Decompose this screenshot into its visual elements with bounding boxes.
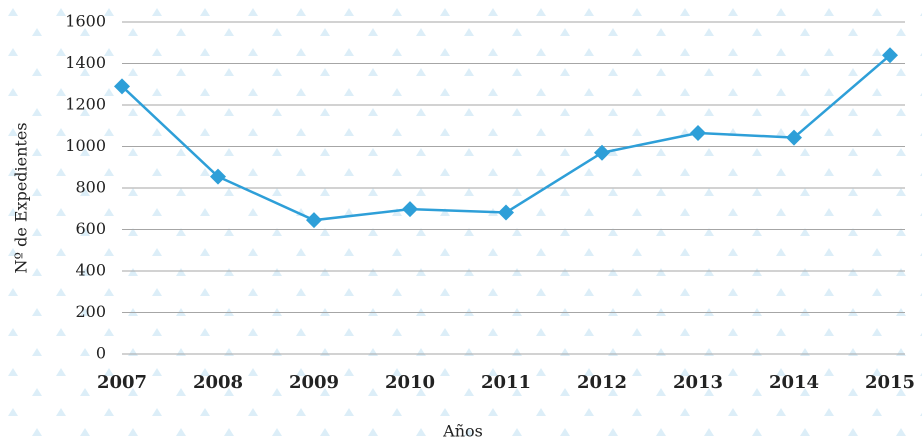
point-marker xyxy=(690,125,706,142)
x-tick-label: 2012 xyxy=(577,372,627,393)
x-tick-label: 2013 xyxy=(673,372,723,393)
x-tick-label: 2011 xyxy=(481,372,531,393)
y-tick-label: 400 xyxy=(75,261,106,280)
x-tick-label: 2014 xyxy=(769,372,819,393)
x-tick-label: 2007 xyxy=(97,372,147,393)
y-tick-label: 1000 xyxy=(65,136,106,155)
y-axis-title: Nº de Expedientes xyxy=(12,122,31,273)
x-axis-title: Años xyxy=(442,422,483,440)
x-tick-label: 2015 xyxy=(865,372,915,393)
y-tick-label: 1600 xyxy=(65,12,106,31)
point-marker xyxy=(498,204,514,221)
point-marker xyxy=(306,212,322,229)
y-tick-label: 200 xyxy=(75,302,106,321)
point-marker xyxy=(402,201,418,218)
point-marker xyxy=(786,129,802,146)
y-tick-label: 800 xyxy=(75,178,106,197)
x-tick-label: 2008 xyxy=(193,372,243,393)
x-tick-label: 2009 xyxy=(289,372,339,393)
point-marker xyxy=(210,168,226,185)
y-tick-label: 1200 xyxy=(65,95,106,114)
point-marker xyxy=(594,144,610,161)
x-tick-label: 2010 xyxy=(385,372,435,393)
point-marker xyxy=(882,47,898,64)
y-tick-label: 0 xyxy=(96,344,106,363)
y-tick-label: 600 xyxy=(75,219,106,238)
y-tick-label: 1400 xyxy=(65,53,106,72)
point-marker xyxy=(114,78,130,95)
